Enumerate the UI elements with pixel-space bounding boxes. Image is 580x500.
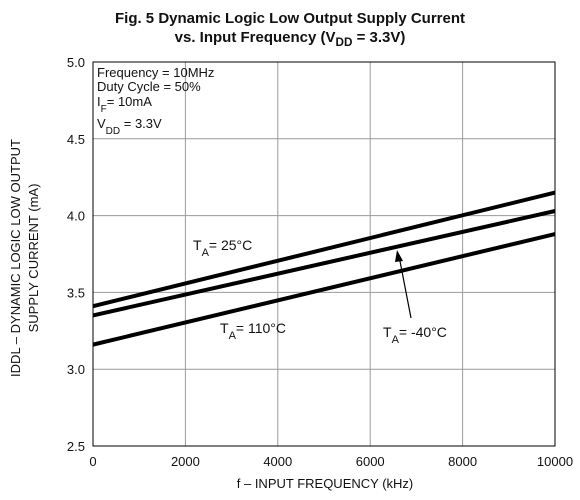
y-tick-label: 3.5 bbox=[67, 285, 85, 300]
series-lines bbox=[92, 190, 556, 347]
y-tick-label: 4.0 bbox=[67, 209, 85, 224]
x-tick-label: 0 bbox=[89, 454, 96, 469]
x-tick-label: 10000 bbox=[537, 454, 573, 469]
tick-labels: 0 2000 4000 6000 8000 10000 2.5 3.0 3.5 4.0 4.5 5.0 bbox=[67, 55, 573, 469]
chart-title-line-2: vs. Input Frequency (VDD = 3.3V) bbox=[174, 29, 406, 49]
plot-frame bbox=[92, 61, 556, 447]
y-tick-label: 3.0 bbox=[67, 362, 85, 377]
annotation-ta-110c: TA= 110°C bbox=[220, 320, 286, 342]
x-tick-label: 6000 bbox=[356, 454, 385, 469]
x-tick-label: 4000 bbox=[263, 454, 292, 469]
conditions-text: Frequency = 10MHz Duty Cycle = 50% IF= 1… bbox=[97, 65, 214, 137]
y-axis-label-line-1: IDDL – DYNAMIC LOGIC LOW OUTPUT bbox=[8, 139, 23, 377]
annotation-ta-25c: TA= 25°C bbox=[193, 237, 252, 259]
y-tick-label: 2.5 bbox=[67, 439, 85, 454]
y-axis-label-line-2: SUPPLY CURRENT (mA) bbox=[26, 184, 41, 333]
y-tick-label: 5.0 bbox=[67, 55, 85, 70]
annotation-arrow-shaft bbox=[398, 255, 412, 319]
series-line-1 bbox=[92, 209, 556, 318]
y-tick-label: 4.5 bbox=[67, 132, 85, 147]
x-tick-label: 2000 bbox=[171, 454, 200, 469]
condition-forward-current: IF= 10mA bbox=[97, 94, 152, 115]
series-line-0 bbox=[92, 190, 556, 309]
condition-duty-cycle: Duty Cycle = 50% bbox=[97, 79, 201, 94]
annotation-arrow-head bbox=[395, 250, 403, 262]
x-axis-label: f – INPUT FREQUENCY (kHz) bbox=[237, 476, 413, 491]
grid bbox=[93, 62, 555, 446]
condition-vdd: VDD = 3.3V bbox=[97, 116, 162, 137]
x-tick-label: 8000 bbox=[448, 454, 477, 469]
condition-frequency: Frequency = 10MHz bbox=[97, 65, 214, 80]
chart-title-line-1: Fig. 5 Dynamic Logic Low Output Supply C… bbox=[114, 10, 465, 27]
series-line-2 bbox=[92, 232, 556, 347]
annotation-ta-neg40c: TA= -40°C bbox=[383, 324, 447, 346]
